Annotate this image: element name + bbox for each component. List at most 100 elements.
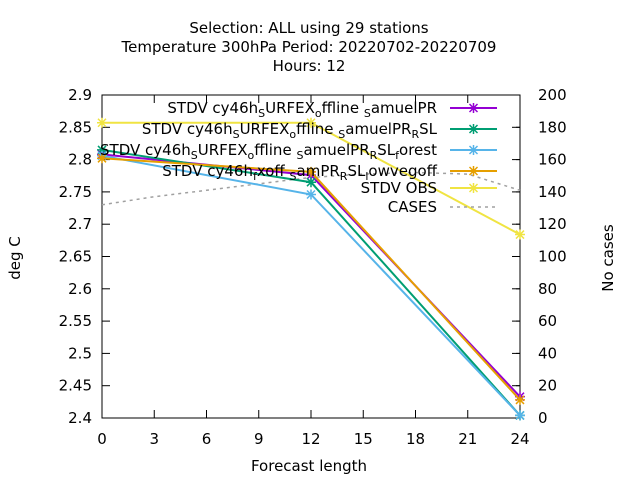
y2-tick-label: 140 (538, 183, 567, 201)
data-point (306, 189, 316, 200)
legend-entry: STDV cy46hSURFEXoffline SamuelPRRSLfores… (100, 141, 497, 162)
legend-label-part: S (258, 107, 265, 120)
y-tick-label: 2.5 (68, 344, 92, 362)
chart-title-line: Temperature 300hPa Period: 20220702-2022… (121, 38, 497, 56)
data-point (306, 117, 316, 128)
legend-label-part: amuelPR (345, 120, 411, 138)
legend-label-part: STDV cy46h (162, 162, 253, 180)
legend-label-part: ffline (296, 120, 338, 138)
legend-label-part: f (395, 149, 400, 162)
y-tick-label: 2.45 (59, 377, 92, 395)
legend-label-part: ffline (254, 141, 296, 159)
legend-label-part: R (370, 149, 378, 162)
legend-label-part: STDV cy46h (142, 120, 233, 138)
x-tick-label: 0 (97, 430, 107, 448)
legend-label: STDV cy46hSURFEXoffline SamuelPR (167, 99, 437, 120)
legend-label-part: SL (347, 162, 366, 180)
legend-label-part: R (340, 170, 348, 183)
legend-label-part: URFEX (198, 141, 248, 159)
legend-label-part: xoff (257, 162, 290, 180)
y2-tick-label: 180 (538, 118, 567, 136)
x-tick-label: 3 (149, 430, 159, 448)
legend-label: STDV cy46hSURFEXoffline SamuelPRRSLfores… (100, 141, 437, 162)
legend-marker (468, 124, 479, 134)
legend-label: STDV cy46hSURFEXoffline SamuelPRRSL (142, 120, 438, 141)
series-1 (97, 144, 525, 421)
legend-label-part: STDV cy46h (167, 99, 258, 117)
legend-label-part: amuelPR (303, 141, 369, 159)
y-tick-label: 2.4 (68, 409, 92, 427)
y2-tick-label: 20 (538, 377, 557, 395)
legend-label-part: CASES (388, 198, 437, 216)
data-point (97, 144, 107, 155)
y-tick-label: 2.55 (59, 312, 92, 330)
legend-label-part: R (411, 128, 419, 141)
y-tick-label: 2.9 (68, 86, 92, 104)
y-axis-ticks: 2.4 2.45 2.5 2.55 2.6 2.65 2.7 2.75 2.8 2.85 2.9 (59, 86, 520, 427)
legend-label-part: S (296, 149, 303, 162)
data-point (515, 229, 525, 240)
y-tick-label: 2.65 (59, 248, 92, 266)
legend-label-part: ffline (322, 99, 364, 117)
x-tick-label: 18 (406, 430, 425, 448)
legend-label-part: amuelPR (371, 99, 437, 117)
legend-label-part: SL (377, 141, 396, 159)
data-point (515, 394, 525, 405)
legend-marker (468, 166, 479, 176)
y-tick-label: 2.6 (68, 280, 92, 298)
y2-tick-label: 100 (538, 248, 567, 266)
chart-title: Selection: ALL using 29 stationsTemperat… (121, 19, 497, 75)
legend-entry: STDV cy46hfxoff SamPRRSLlowvegoff (162, 162, 497, 183)
y2-tick-label: 160 (538, 151, 567, 169)
x-axis-label: Forecast length (251, 457, 367, 475)
y-axis-label: deg C (6, 236, 24, 280)
legend-label-part: S (364, 107, 371, 120)
legend-label-part: l (365, 170, 368, 183)
x-tick-label: 21 (458, 430, 477, 448)
y-tick-label: 2.7 (68, 215, 92, 233)
legend-marker (468, 145, 479, 155)
legend-marker (468, 183, 479, 193)
x-tick-label: 9 (254, 430, 264, 448)
legend-label-part: o (315, 107, 322, 120)
series-3 (97, 153, 525, 405)
y2-tick-label: 60 (538, 312, 557, 330)
y2-tick-label: 40 (538, 344, 557, 362)
data-point (515, 410, 525, 421)
legend-label-part: URFEX (240, 120, 290, 138)
legend-label: STDV cy46hfxoff SamPRRSLlowvegoff (162, 162, 437, 183)
x-tick-label: 24 (510, 430, 529, 448)
legend-label: CASES (388, 198, 437, 216)
legend-label-part: STDV OBS (361, 179, 437, 197)
legend-label-part: orest (399, 141, 437, 159)
legend-label-part: URFEX (265, 99, 315, 117)
legend-label-part: S (290, 170, 297, 183)
legend-entry: STDV cy46hSURFEXoffline SamuelPRRSL (142, 120, 497, 141)
legend-label-part: STDV cy46h (100, 141, 191, 159)
series-2 (97, 150, 525, 421)
legend-label-part: S (191, 149, 198, 162)
y2-tick-label: 200 (538, 86, 567, 104)
legend-label-part: o (248, 149, 255, 162)
legend-entry: STDV OBS (361, 179, 497, 197)
series-4 (97, 117, 525, 240)
legend-label-part: o (289, 128, 296, 141)
x-axis-ticks: 0 3 6 9 12 15 18 21 24 (97, 95, 530, 448)
legend-marker (468, 103, 479, 113)
chart-title-line: Hours: 12 (273, 57, 346, 75)
legend-label-part: amPR (297, 162, 340, 180)
chart-title-line: Selection: ALL using 29 stations (189, 19, 428, 37)
legend-label-part: S (338, 128, 345, 141)
data-point (97, 153, 107, 164)
y-tick-label: 2.85 (59, 118, 92, 136)
data-point (306, 166, 316, 177)
y2-axis-label: No cases (599, 224, 617, 292)
y2-tick-label: 120 (538, 215, 567, 233)
legend-entry: STDV cy46hSURFEXoffline SamuelPR (167, 99, 497, 120)
legend-entry: CASES (388, 198, 497, 216)
legend-label-part: S (233, 128, 240, 141)
x-tick-label: 12 (301, 430, 320, 448)
y-tick-label: 2.8 (68, 151, 92, 169)
